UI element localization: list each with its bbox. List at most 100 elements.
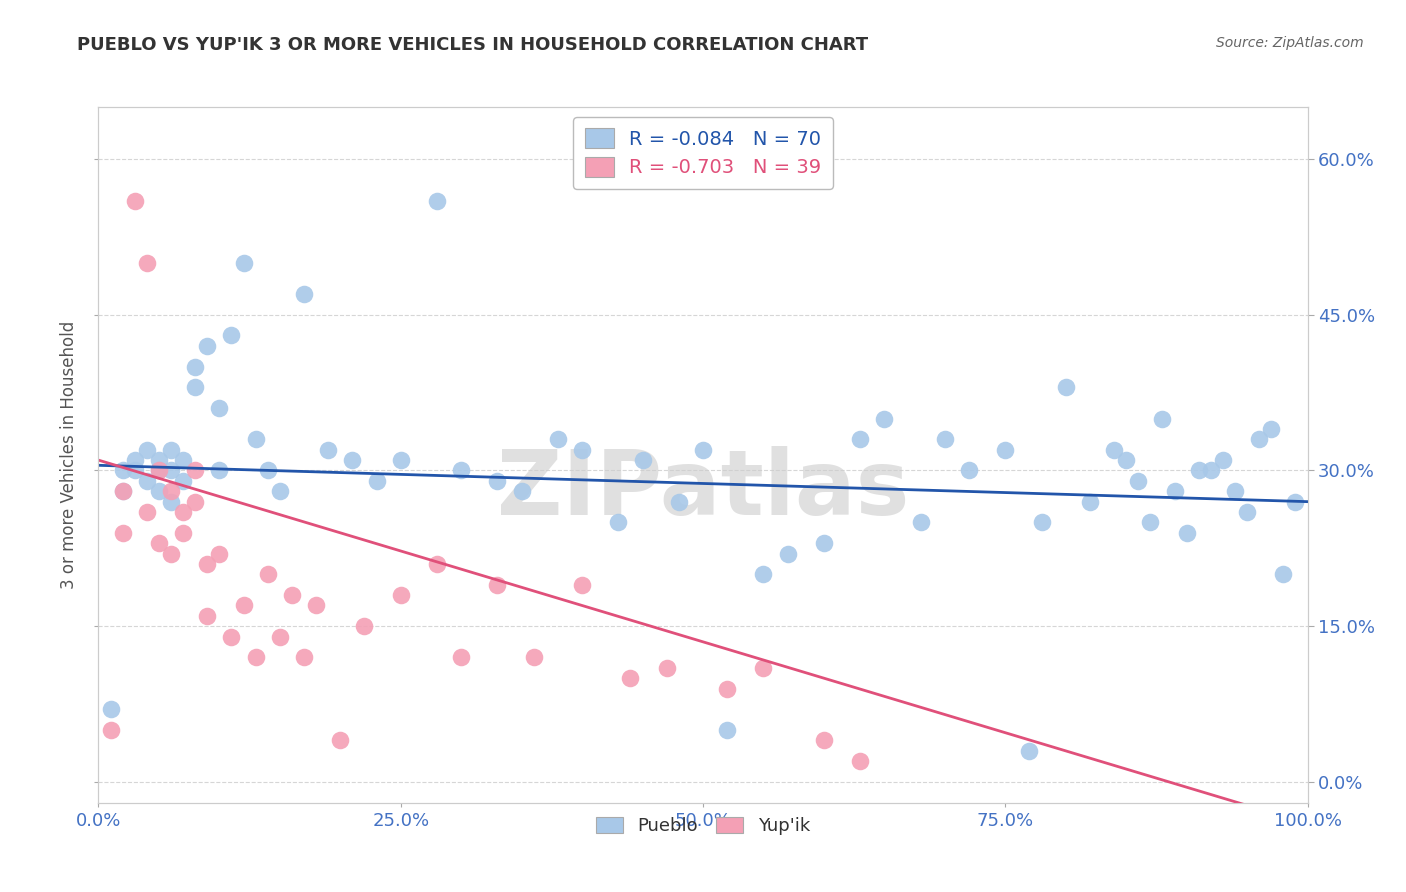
Point (148, 453, 170, 467)
Point (910, 516, 932, 530)
Text: ZIPatlas: ZIPatlas (496, 446, 910, 533)
Point (111, 484, 134, 499)
Point (305, 599, 328, 613)
Point (450, 463, 472, 477)
Point (160, 547, 183, 561)
Point (316, 442, 339, 457)
Point (716, 681, 738, 696)
Point (486, 578, 509, 592)
Point (1199, 463, 1222, 477)
Point (135, 256, 157, 270)
Point (631, 453, 654, 467)
Point (510, 484, 533, 499)
Point (232, 599, 254, 613)
Point (426, 194, 449, 208)
Point (184, 359, 207, 374)
Point (111, 525, 134, 540)
Point (1223, 484, 1246, 499)
Point (1054, 380, 1077, 394)
Point (571, 578, 593, 592)
Point (124, 194, 146, 208)
Point (873, 411, 896, 425)
Point (135, 442, 157, 457)
Point (1163, 484, 1185, 499)
Point (668, 494, 690, 508)
Point (184, 494, 207, 508)
Point (849, 433, 872, 447)
Point (813, 536, 835, 550)
Point (1102, 442, 1125, 457)
Point (1018, 744, 1040, 758)
Point (184, 463, 207, 477)
Point (342, 453, 364, 467)
Point (148, 536, 170, 550)
Point (195, 608, 218, 623)
Point (1152, 411, 1174, 425)
Point (571, 442, 593, 457)
Point (607, 516, 630, 530)
Point (195, 339, 218, 353)
Point (426, 557, 449, 571)
Point (269, 630, 291, 644)
Legend: Pueblo, Yup'ik: Pueblo, Yup'ik (589, 810, 817, 842)
Point (208, 547, 231, 561)
Point (195, 557, 218, 571)
Point (486, 474, 509, 488)
Point (752, 567, 775, 582)
Point (752, 661, 775, 675)
Point (148, 463, 170, 477)
Point (1260, 422, 1282, 436)
Point (256, 463, 278, 477)
Point (934, 433, 956, 447)
Point (148, 484, 170, 499)
Point (160, 463, 183, 477)
Point (245, 433, 267, 447)
Point (1078, 494, 1101, 508)
Point (523, 650, 546, 665)
Point (148, 463, 170, 477)
Text: Source: ZipAtlas.com: Source: ZipAtlas.com (1216, 36, 1364, 50)
Point (100, 702, 122, 716)
Point (208, 401, 231, 416)
Y-axis label: 3 or more Vehicles in Household: 3 or more Vehicles in Household (60, 321, 79, 589)
Point (450, 650, 472, 665)
Point (1284, 494, 1306, 508)
Point (366, 474, 388, 488)
Point (124, 463, 146, 477)
Point (776, 547, 799, 561)
Point (994, 442, 1017, 457)
Point (619, 671, 641, 685)
Point (172, 474, 194, 488)
Point (111, 484, 134, 499)
Point (135, 474, 157, 488)
Point (245, 650, 267, 665)
Point (329, 733, 352, 747)
Point (1188, 463, 1211, 477)
Point (1115, 453, 1137, 467)
Point (292, 287, 315, 301)
Point (184, 380, 207, 394)
Point (1249, 433, 1271, 447)
Point (716, 723, 738, 738)
Point (292, 650, 315, 665)
Point (208, 463, 231, 477)
Point (1139, 516, 1161, 530)
Point (1175, 525, 1198, 540)
Point (281, 588, 304, 602)
Point (172, 453, 194, 467)
Point (1272, 567, 1295, 582)
Point (256, 567, 278, 582)
Point (655, 661, 678, 675)
Point (221, 328, 243, 343)
Point (1128, 474, 1150, 488)
Point (547, 433, 569, 447)
Point (172, 505, 194, 519)
Point (160, 442, 183, 457)
Point (160, 494, 183, 508)
Text: PUEBLO VS YUP'IK 3 OR MORE VEHICLES IN HOUSEHOLD CORRELATION CHART: PUEBLO VS YUP'IK 3 OR MORE VEHICLES IN H… (77, 36, 869, 54)
Point (849, 754, 872, 768)
Point (1031, 516, 1053, 530)
Point (957, 463, 980, 477)
Point (124, 453, 146, 467)
Point (160, 484, 183, 499)
